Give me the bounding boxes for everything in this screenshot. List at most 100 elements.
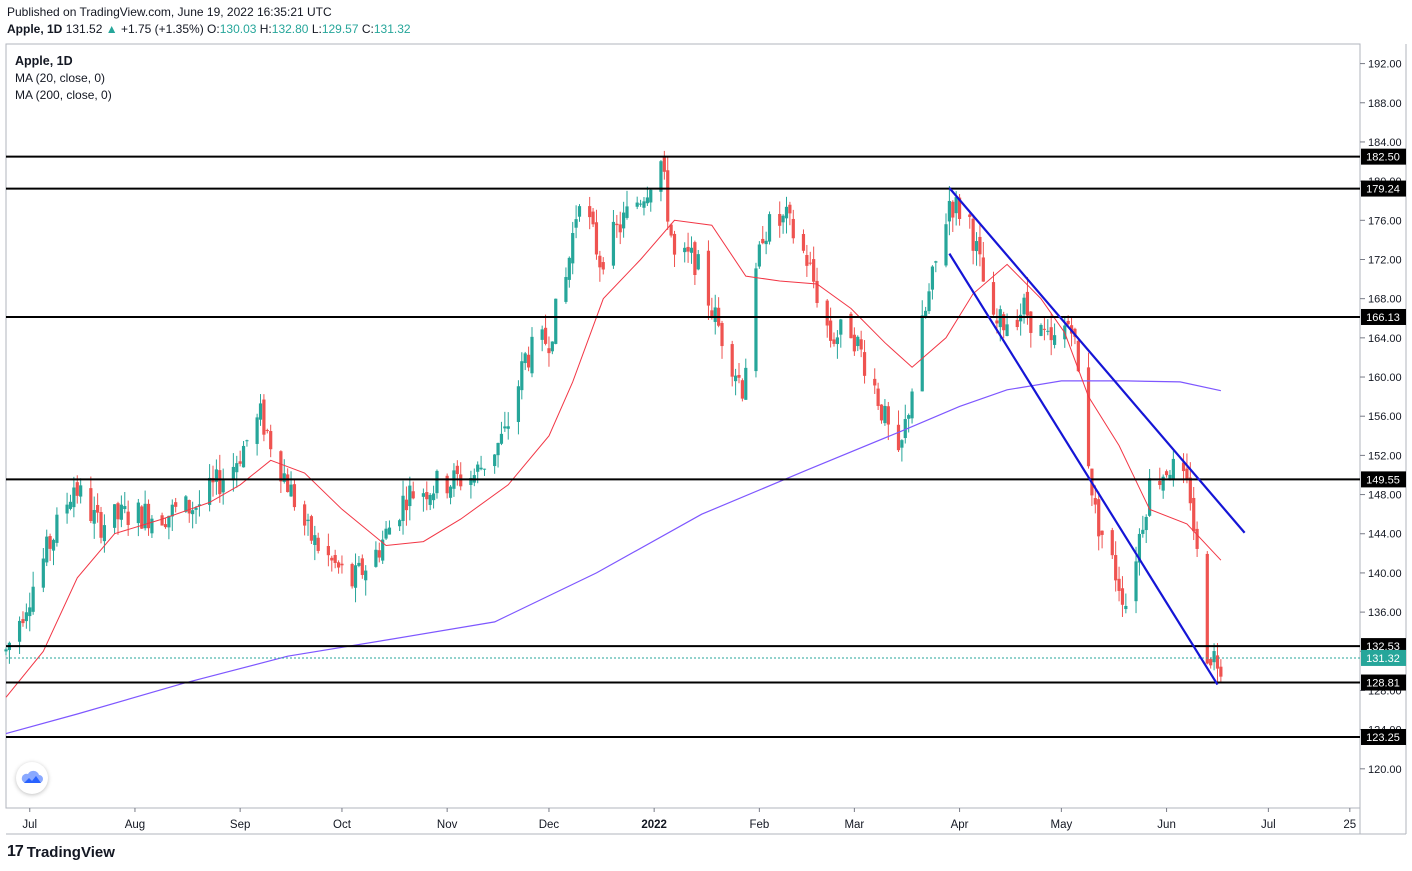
candle-body-down: [238, 461, 242, 464]
cloud-icon: [21, 770, 43, 783]
candle-body-up: [744, 367, 748, 400]
candle-body-up: [184, 496, 188, 512]
candle-body-up: [974, 241, 979, 252]
candle-body-up: [476, 464, 480, 472]
plot-frame: [5, 43, 1361, 809]
candle-body-down: [1015, 319, 1019, 328]
tradingview-badge[interactable]: [16, 762, 48, 794]
candle-body-up: [506, 426, 510, 429]
candle-body-down: [981, 257, 985, 282]
candle-body-up: [255, 417, 259, 444]
candle-body-down: [543, 327, 548, 344]
y-tick-label: 168.00: [1368, 294, 1402, 306]
y-tick-label: 172.00: [1368, 254, 1402, 266]
candle-body-down: [672, 233, 677, 255]
candle-body-up: [221, 480, 225, 493]
candle-body-up: [79, 485, 83, 497]
candle-body-down: [1049, 327, 1053, 341]
candle-body-down: [886, 406, 890, 425]
high-label: H:: [259, 22, 272, 36]
candle-body-up: [241, 445, 246, 468]
candle-body-up: [1161, 476, 1165, 491]
candle-body-down: [1117, 578, 1121, 591]
low-label: L:: [311, 22, 322, 36]
candle-body-up: [482, 468, 487, 470]
candle-body-up: [883, 405, 887, 424]
candle-body-down: [526, 354, 531, 368]
x-tick-label: 25: [1343, 819, 1356, 831]
y-tick-label: 164.00: [1368, 333, 1402, 345]
candle-body-up: [55, 514, 59, 543]
candle-body-up: [764, 240, 768, 245]
candle-body-down: [968, 214, 972, 217]
candle-body-down: [588, 206, 592, 218]
candle-body-up: [28, 607, 32, 617]
candle-body-up: [150, 518, 154, 534]
candle-body-up: [622, 212, 626, 229]
candle-body-down: [404, 499, 409, 511]
candle-body-down: [1192, 497, 1196, 532]
candle-body-down: [730, 344, 734, 377]
candle-body-down: [1066, 320, 1070, 325]
candle-body-down: [1181, 462, 1186, 472]
candle-body-up: [194, 507, 198, 510]
candle-body-up: [839, 319, 843, 335]
x-tick-label: Mar: [844, 819, 864, 831]
candle-body-up: [197, 504, 202, 506]
level-price-label: 182.50: [1366, 152, 1400, 164]
candle-body-up: [757, 244, 761, 267]
candle-body-down: [788, 204, 792, 214]
y-tick-label: 144.00: [1368, 529, 1402, 541]
y-tick-label: 140.00: [1368, 568, 1402, 580]
candle-body-up: [384, 528, 388, 539]
candle-body-up: [136, 502, 140, 524]
candle-body-down: [666, 170, 670, 222]
level-price-tag: [1361, 674, 1406, 691]
candle-body-down: [547, 348, 551, 354]
candle-body-down: [140, 506, 144, 529]
candle-body-down: [1093, 498, 1097, 505]
candle-body-up: [92, 509, 96, 524]
candle-body-down: [849, 313, 853, 339]
candle-body-up: [696, 254, 700, 270]
candle-body-down: [991, 282, 996, 315]
candle-body-up: [469, 478, 473, 485]
candle-body-down: [801, 233, 806, 251]
candle-body-up: [577, 206, 582, 217]
candle-body-down: [957, 197, 962, 219]
legend-ma200[interactable]: MA (200, close, 0): [15, 88, 112, 102]
candle-body-down: [598, 255, 602, 268]
candle-body-up: [112, 504, 117, 528]
candle-body-up: [642, 201, 646, 208]
channel-trendline: [948, 187, 1246, 534]
tradingview-brand[interactable]: 17 TradingView: [7, 843, 115, 861]
candle-body-up: [754, 268, 758, 372]
candle-body-down: [1029, 311, 1033, 333]
candle-body-up: [4, 649, 8, 652]
candle-body-down: [859, 339, 863, 350]
candle-body-down: [174, 502, 178, 507]
y-tick-label: 184.00: [1368, 137, 1402, 149]
candle-body-up: [645, 197, 649, 204]
candle-body-down: [978, 236, 982, 255]
candle-body-down: [1110, 530, 1114, 556]
legend-ma20[interactable]: MA (20, close, 0): [15, 71, 106, 85]
candle-body-up: [910, 391, 914, 419]
candle-body-up: [1124, 605, 1128, 610]
candle-body-down: [669, 224, 673, 236]
candle-body-up: [353, 565, 358, 588]
candle-body-up: [374, 549, 378, 567]
candle-body-up: [235, 463, 239, 473]
candle-body-up: [924, 310, 928, 317]
candle-body-up: [784, 206, 789, 219]
candle-body-up: [689, 247, 694, 253]
candle-body-up: [1148, 478, 1152, 516]
x-tick-label: Aug: [125, 819, 145, 831]
x-tick-label: Sep: [230, 819, 250, 831]
candle-body-up: [123, 506, 127, 510]
candle-body-down: [1195, 528, 1199, 549]
y-tick-label: 192.00: [1368, 59, 1402, 71]
candle-body-up: [567, 257, 571, 280]
candle-body-down: [1188, 477, 1192, 504]
